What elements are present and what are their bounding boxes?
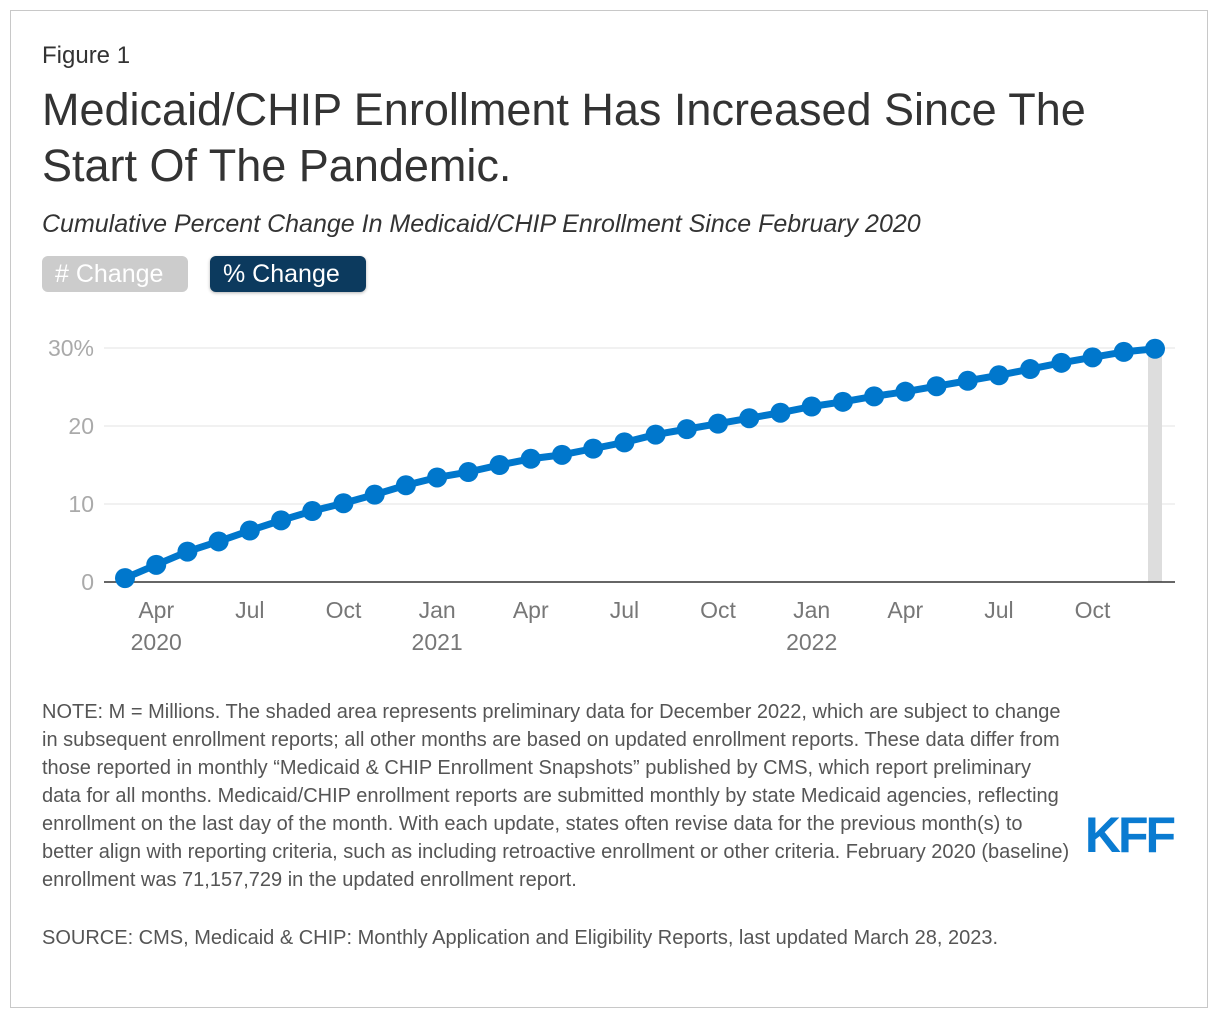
x-tick-label: Apr [887,597,923,623]
data-point [489,455,510,475]
tick-labels: 0 10 20 30% Apr 2020 Jul Oct Jan 2021 Apr Jul Oct Jan… [48,335,1111,655]
data-point [208,531,229,552]
x-tick-label: Oct [700,597,736,623]
footnote-source: SOURCE: CMS, Medicaid & CHIP: Monthly Ap… [42,927,998,949]
x-tick-year-label: 2022 [786,629,837,655]
data-point [614,432,635,453]
data-point [1051,352,1072,373]
data-point [1113,341,1134,362]
data-point [115,568,135,589]
x-tick-label: Apr [513,597,549,623]
line-chart: 0 10 20 30% Apr 2020 Jul Oct Jan 2021 Apr Jul Oct Jan… [48,335,1175,655]
x-tick-label: Jan [793,597,830,623]
data-point [864,386,885,407]
data-point [676,419,697,440]
data-point [739,408,760,429]
data-point [333,493,354,514]
data-point [177,541,198,562]
preliminary-bar [1148,348,1162,582]
kff-logo: KFF [1085,808,1178,858]
chart-title: Medicaid/CHIP Enrollment Has Increased S… [42,84,1086,191]
series-points [115,338,1165,589]
x-tick-label: Oct [1075,597,1111,623]
x-tick-label: Jul [610,597,639,623]
series-line [121,345,1159,582]
preliminary-shade [1148,348,1162,582]
data-point [146,554,167,575]
x-tick-year-label: 2021 [412,629,463,655]
figure-frame [10,10,1208,1008]
y-tick-label: 30% [48,335,94,361]
data-point [551,444,572,465]
data-point [239,520,260,541]
chart-subtitle: Cumulative Percent Change In Medicaid/CH… [42,210,921,238]
figure-label: Figure 1 [42,42,131,69]
x-tick-year-label: 2020 [131,629,182,655]
data-point [520,448,541,469]
data-point [302,501,323,522]
data-point [364,484,385,505]
gridlines [104,347,1175,505]
data-point [427,467,448,488]
data-point [926,376,947,397]
data-point [458,462,479,483]
x-tick-label: Jul [984,597,1013,623]
data-point [957,370,978,391]
data-point [583,438,604,459]
series-line-path [121,345,1159,582]
data-point [895,381,916,402]
footnote-note: NOTE: M = Millions. The shaded area repr… [42,701,1070,891]
kff-logo-text: KFF [1085,808,1175,858]
x-tick-label: Jul [235,597,264,623]
x-tick-label: Oct [326,597,362,623]
data-point [1082,347,1103,368]
data-point [801,396,822,417]
number-change-toggle[interactable]: # Change [42,256,188,292]
data-point [271,510,292,531]
data-point [770,402,791,423]
data-point [395,475,416,496]
x-tick-label: Jan [419,597,456,623]
y-tick-label: 10 [68,491,94,517]
data-point [1145,338,1165,359]
y-tick-label: 20 [68,413,94,439]
data-point [708,413,729,434]
data-point [832,391,853,412]
x-tick-label: Apr [138,597,174,623]
data-point [1020,359,1041,380]
data-point [988,365,1009,386]
data-point [645,424,666,445]
percent-change-toggle[interactable]: % Change [210,256,366,292]
y-tick-label: 0 [81,569,94,595]
